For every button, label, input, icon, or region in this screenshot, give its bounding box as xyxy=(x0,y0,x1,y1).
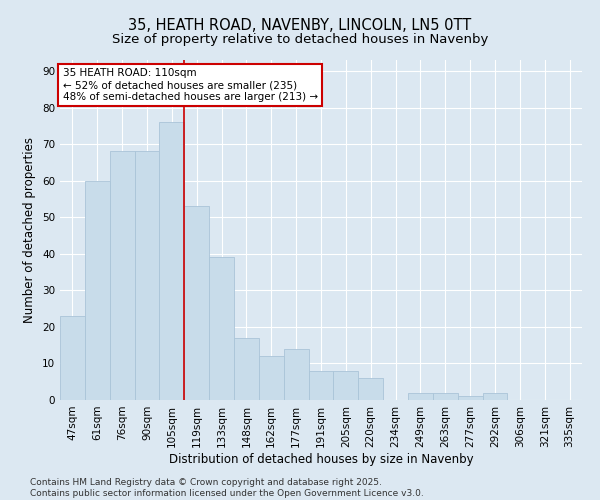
Bar xyxy=(184,206,209,400)
Bar xyxy=(234,338,259,400)
Bar xyxy=(209,258,234,400)
Bar xyxy=(334,371,358,400)
Bar xyxy=(433,392,458,400)
Text: 35, HEATH ROAD, NAVENBY, LINCOLN, LN5 0TT: 35, HEATH ROAD, NAVENBY, LINCOLN, LN5 0T… xyxy=(128,18,472,32)
Bar xyxy=(134,152,160,400)
X-axis label: Distribution of detached houses by size in Navenby: Distribution of detached houses by size … xyxy=(169,452,473,466)
Bar xyxy=(259,356,284,400)
Bar xyxy=(358,378,383,400)
Bar xyxy=(308,371,334,400)
Bar xyxy=(110,152,134,400)
Bar xyxy=(482,392,508,400)
Text: Contains HM Land Registry data © Crown copyright and database right 2025.
Contai: Contains HM Land Registry data © Crown c… xyxy=(30,478,424,498)
Bar xyxy=(160,122,184,400)
Bar xyxy=(408,392,433,400)
Text: Size of property relative to detached houses in Navenby: Size of property relative to detached ho… xyxy=(112,32,488,46)
Bar xyxy=(284,349,308,400)
Bar xyxy=(60,316,85,400)
Y-axis label: Number of detached properties: Number of detached properties xyxy=(23,137,37,323)
Bar xyxy=(458,396,482,400)
Bar xyxy=(85,180,110,400)
Text: 35 HEATH ROAD: 110sqm
← 52% of detached houses are smaller (235)
48% of semi-det: 35 HEATH ROAD: 110sqm ← 52% of detached … xyxy=(62,68,318,102)
